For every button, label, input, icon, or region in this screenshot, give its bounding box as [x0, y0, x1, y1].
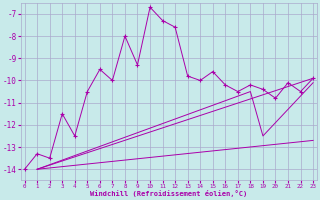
X-axis label: Windchill (Refroidissement éolien,°C): Windchill (Refroidissement éolien,°C) — [90, 190, 247, 197]
